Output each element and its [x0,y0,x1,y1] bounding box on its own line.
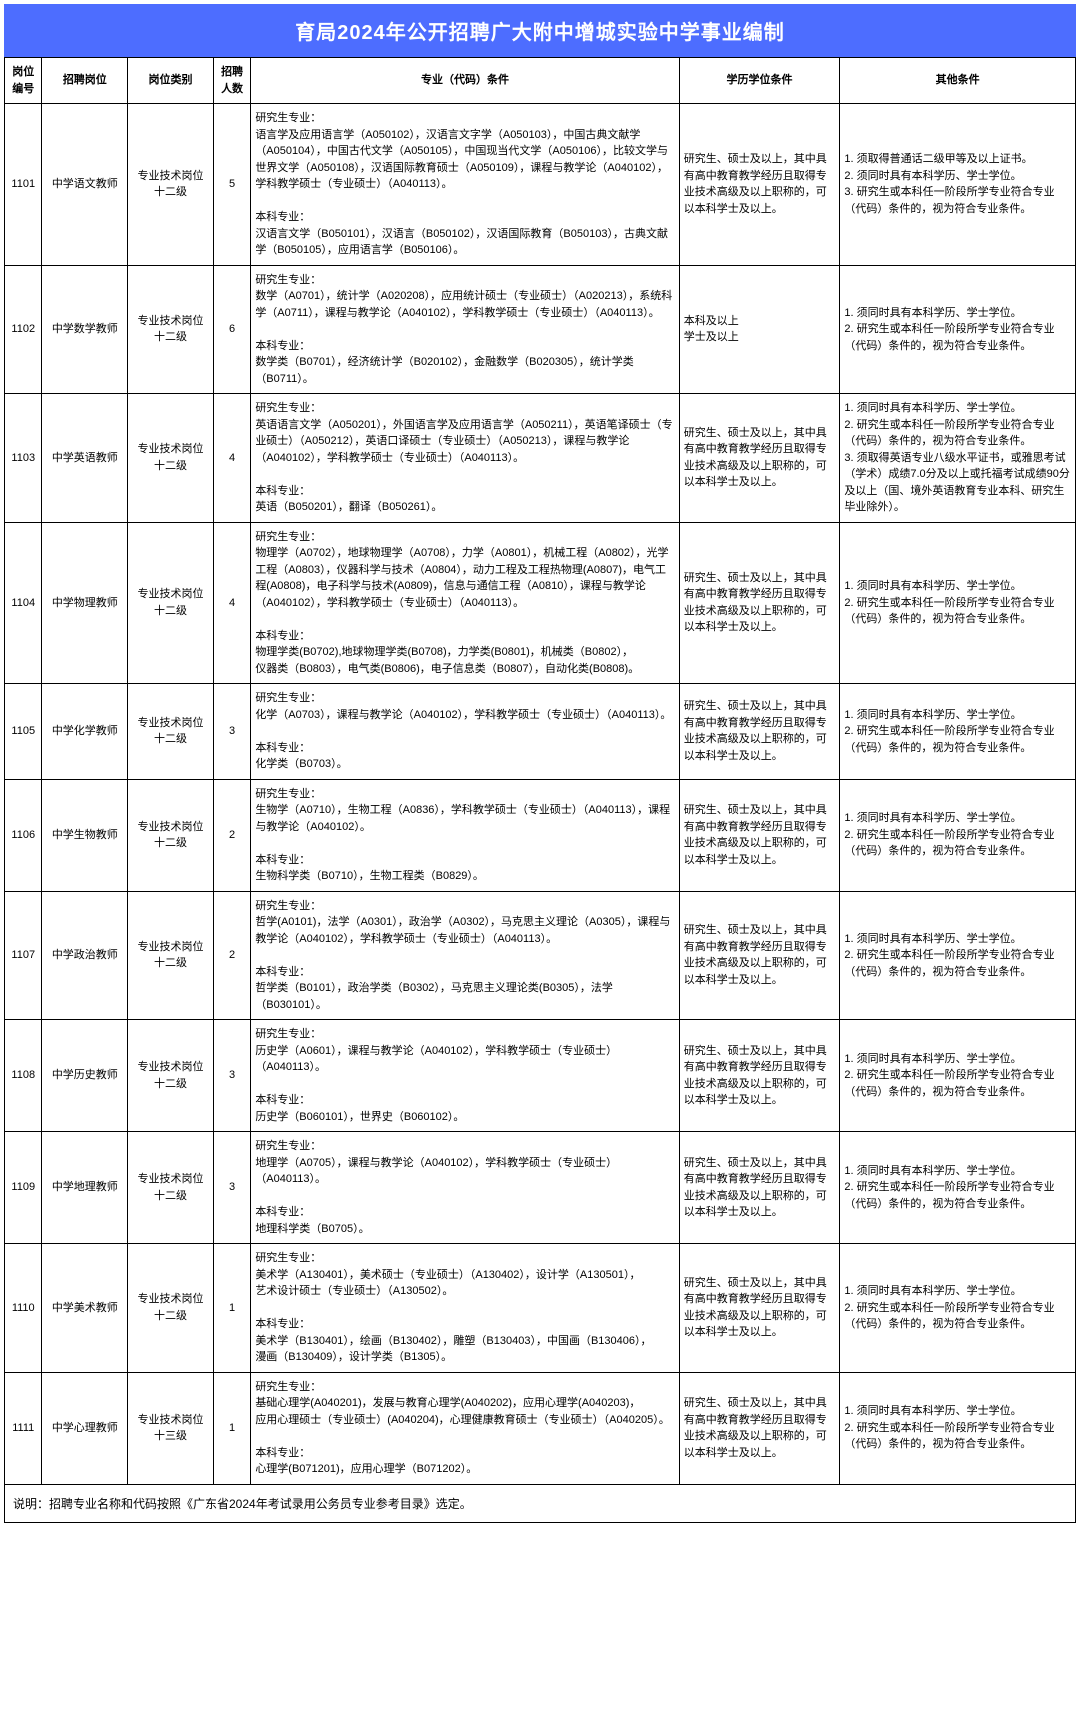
cell-position: 中学物理教师 [42,522,128,684]
page-title: 育局2024年公开招聘广大附中增城实验中学事业编制 [4,4,1076,57]
header-major: 专业（代码）条件 [251,58,679,104]
cell-category: 专业技术岗位十二级 [128,104,214,266]
cell-education: 研究生、硕士及以上，其中具有高中教育教学经历且取得专业技术高级及以上职称的，可以… [679,1020,840,1132]
cell-major: 研究生专业： 美术学（A130401），美术硕士（专业硕士）（A130402），… [251,1244,679,1373]
cell-category: 专业技术岗位十二级 [128,684,214,780]
table-row: 1109中学地理教师专业技术岗位十二级3研究生专业： 地理学（A0705），课程… [5,1132,1076,1244]
table-row: 1104中学物理教师专业技术岗位十二级4研究生专业： 物理学（A0702），地球… [5,522,1076,684]
cell-major: 研究生专业： 生物学（A0710），生物工程（A0836），学科教学硕士（专业硕… [251,779,679,891]
cell-other: 1. 须同时具有本科学历、学士学位。 2. 研究生或本科任一阶段所学专业符合专业… [840,684,1076,780]
table-row: 1102中学数学教师专业技术岗位十二级6研究生专业： 数学（A0701），统计学… [5,265,1076,394]
cell-major: 研究生专业： 化学（A0703），课程与教学论（A040102），学科教学硕士（… [251,684,679,780]
recruitment-table: 岗位编号 招聘岗位 岗位类别 招聘人数 专业（代码）条件 学历学位条件 其他条件… [4,57,1076,1485]
cell-id: 1103 [5,394,42,523]
cell-category: 专业技术岗位十二级 [128,1132,214,1244]
cell-id: 1107 [5,891,42,1020]
cell-category: 专业技术岗位十二级 [128,779,214,891]
table-row: 1106中学生物教师专业技术岗位十二级2研究生专业： 生物学（A0710），生物… [5,779,1076,891]
cell-other: 1. 须同时具有本科学历、学士学位。 2. 研究生或本科任一阶段所学专业符合专业… [840,1132,1076,1244]
cell-position: 中学历史教师 [42,1020,128,1132]
cell-id: 1110 [5,1244,42,1373]
cell-education: 研究生、硕士及以上，其中具有高中教育教学经历且取得专业技术高级及以上职称的，可以… [679,891,840,1020]
cell-count: 1 [213,1372,250,1484]
cell-education: 研究生、硕士及以上，其中具有高中教育教学经历且取得专业技术高级及以上职称的，可以… [679,779,840,891]
cell-other: 1. 须同时具有本科学历、学士学位。 2. 研究生或本科任一阶段所学专业符合专业… [840,1244,1076,1373]
cell-position: 中学数学教师 [42,265,128,394]
cell-education: 研究生、硕士及以上，其中具有高中教育教学经历且取得专业技术高级及以上职称的，可以… [679,684,840,780]
cell-count: 3 [213,1020,250,1132]
header-count: 招聘人数 [213,58,250,104]
cell-count: 3 [213,684,250,780]
table-row: 1105中学化学教师专业技术岗位十二级3研究生专业： 化学（A0703），课程与… [5,684,1076,780]
cell-category: 专业技术岗位十三级 [128,1372,214,1484]
header-education: 学历学位条件 [679,58,840,104]
cell-other: 1. 须同时具有本科学历、学士学位。 2. 研究生或本科任一阶段所学专业符合专业… [840,522,1076,684]
cell-education: 研究生、硕士及以上，其中具有高中教育教学经历且取得专业技术高级及以上职称的，可以… [679,1372,840,1484]
cell-education: 研究生、硕士及以上，其中具有高中教育教学经历且取得专业技术高级及以上职称的，可以… [679,104,840,266]
header-category: 岗位类别 [128,58,214,104]
cell-category: 专业技术岗位十二级 [128,522,214,684]
cell-major: 研究生专业： 语言学及应用语言学（A050102），汉语言文字学（A050103… [251,104,679,266]
cell-count: 2 [213,779,250,891]
cell-position: 中学政治教师 [42,891,128,1020]
cell-position: 中学生物教师 [42,779,128,891]
cell-position: 中学美术教师 [42,1244,128,1373]
cell-other: 1. 须同时具有本科学历、学士学位。 2. 研究生或本科任一阶段所学专业符合专业… [840,891,1076,1020]
cell-major: 研究生专业： 哲学(A0101)，法学（A0301），政治学（A0302），马克… [251,891,679,1020]
cell-major: 研究生专业： 物理学（A0702），地球物理学（A0708），力学（A0801）… [251,522,679,684]
cell-major: 研究生专业： 基础心理学(A040201)，发展与教育心理学(A040202)，… [251,1372,679,1484]
cell-position: 中学化学教师 [42,684,128,780]
table-header-row: 岗位编号 招聘岗位 岗位类别 招聘人数 专业（代码）条件 学历学位条件 其他条件 [5,58,1076,104]
cell-id: 1109 [5,1132,42,1244]
table-row: 1101中学语文教师专业技术岗位十二级5研究生专业： 语言学及应用语言学（A05… [5,104,1076,266]
cell-position: 中学语文教师 [42,104,128,266]
table-row: 1103中学英语教师专业技术岗位十二级4研究生专业： 英语语言文学（A05020… [5,394,1076,523]
cell-category: 专业技术岗位十二级 [128,394,214,523]
cell-id: 1111 [5,1372,42,1484]
table-row: 1108中学历史教师专业技术岗位十二级3研究生专业： 历史学（A0601），课程… [5,1020,1076,1132]
cell-category: 专业技术岗位十二级 [128,1244,214,1373]
cell-category: 专业技术岗位十二级 [128,265,214,394]
cell-category: 专业技术岗位十二级 [128,891,214,1020]
cell-id: 1106 [5,779,42,891]
cell-category: 专业技术岗位十二级 [128,1020,214,1132]
cell-id: 1102 [5,265,42,394]
cell-major: 研究生专业： 英语语言文学（A050201），外国语言学及应用语言学（A0502… [251,394,679,523]
cell-other: 1. 须同时具有本科学历、学士学位。 2. 研究生或本科任一阶段所学专业符合专业… [840,779,1076,891]
cell-other: 1. 须同时具有本科学历、学士学位。 2. 研究生或本科任一阶段所学专业符合专业… [840,1372,1076,1484]
header-other: 其他条件 [840,58,1076,104]
header-id: 岗位编号 [5,58,42,104]
cell-education: 研究生、硕士及以上，其中具有高中教育教学经历且取得专业技术高级及以上职称的，可以… [679,1244,840,1373]
cell-count: 4 [213,522,250,684]
cell-education: 本科及以上 学士及以上 [679,265,840,394]
cell-position: 中学地理教师 [42,1132,128,1244]
cell-other: 1. 须同时具有本科学历、学士学位。 2. 研究生或本科任一阶段所学专业符合专业… [840,1020,1076,1132]
cell-id: 1104 [5,522,42,684]
cell-count: 4 [213,394,250,523]
cell-education: 研究生、硕士及以上，其中具有高中教育教学经历且取得专业技术高级及以上职称的，可以… [679,394,840,523]
cell-position: 中学心理教师 [42,1372,128,1484]
header-position: 招聘岗位 [42,58,128,104]
cell-count: 2 [213,891,250,1020]
cell-other: 1. 须取得普通话二级甲等及以上证书。 2. 须同时具有本科学历、学士学位。 3… [840,104,1076,266]
cell-id: 1108 [5,1020,42,1132]
cell-major: 研究生专业： 历史学（A0601），课程与教学论（A040102），学科教学硕士… [251,1020,679,1132]
cell-position: 中学英语教师 [42,394,128,523]
cell-count: 1 [213,1244,250,1373]
cell-education: 研究生、硕士及以上，其中具有高中教育教学经历且取得专业技术高级及以上职称的，可以… [679,1132,840,1244]
cell-major: 研究生专业： 地理学（A0705），课程与教学论（A040102），学科教学硕士… [251,1132,679,1244]
footnote: 说明：招聘专业名称和代码按照《广东省2024年考试录用公务员专业参考目录》选定。 [4,1485,1076,1523]
table-row: 1107中学政治教师专业技术岗位十二级2研究生专业： 哲学(A0101)，法学（… [5,891,1076,1020]
table-row: 1110中学美术教师专业技术岗位十二级1研究生专业： 美术学（A130401），… [5,1244,1076,1373]
cell-id: 1101 [5,104,42,266]
cell-count: 6 [213,265,250,394]
cell-other: 1. 须同时具有本科学历、学士学位。 2. 研究生或本科任一阶段所学专业符合专业… [840,394,1076,523]
cell-count: 5 [213,104,250,266]
table-row: 1111中学心理教师专业技术岗位十三级1研究生专业： 基础心理学(A040201… [5,1372,1076,1484]
cell-education: 研究生、硕士及以上，其中具有高中教育教学经历且取得专业技术高级及以上职称的，可以… [679,522,840,684]
cell-id: 1105 [5,684,42,780]
cell-major: 研究生专业： 数学（A0701），统计学（A020208），应用统计硕士（专业硕… [251,265,679,394]
cell-other: 1. 须同时具有本科学历、学士学位。 2. 研究生或本科任一阶段所学专业符合专业… [840,265,1076,394]
cell-count: 3 [213,1132,250,1244]
